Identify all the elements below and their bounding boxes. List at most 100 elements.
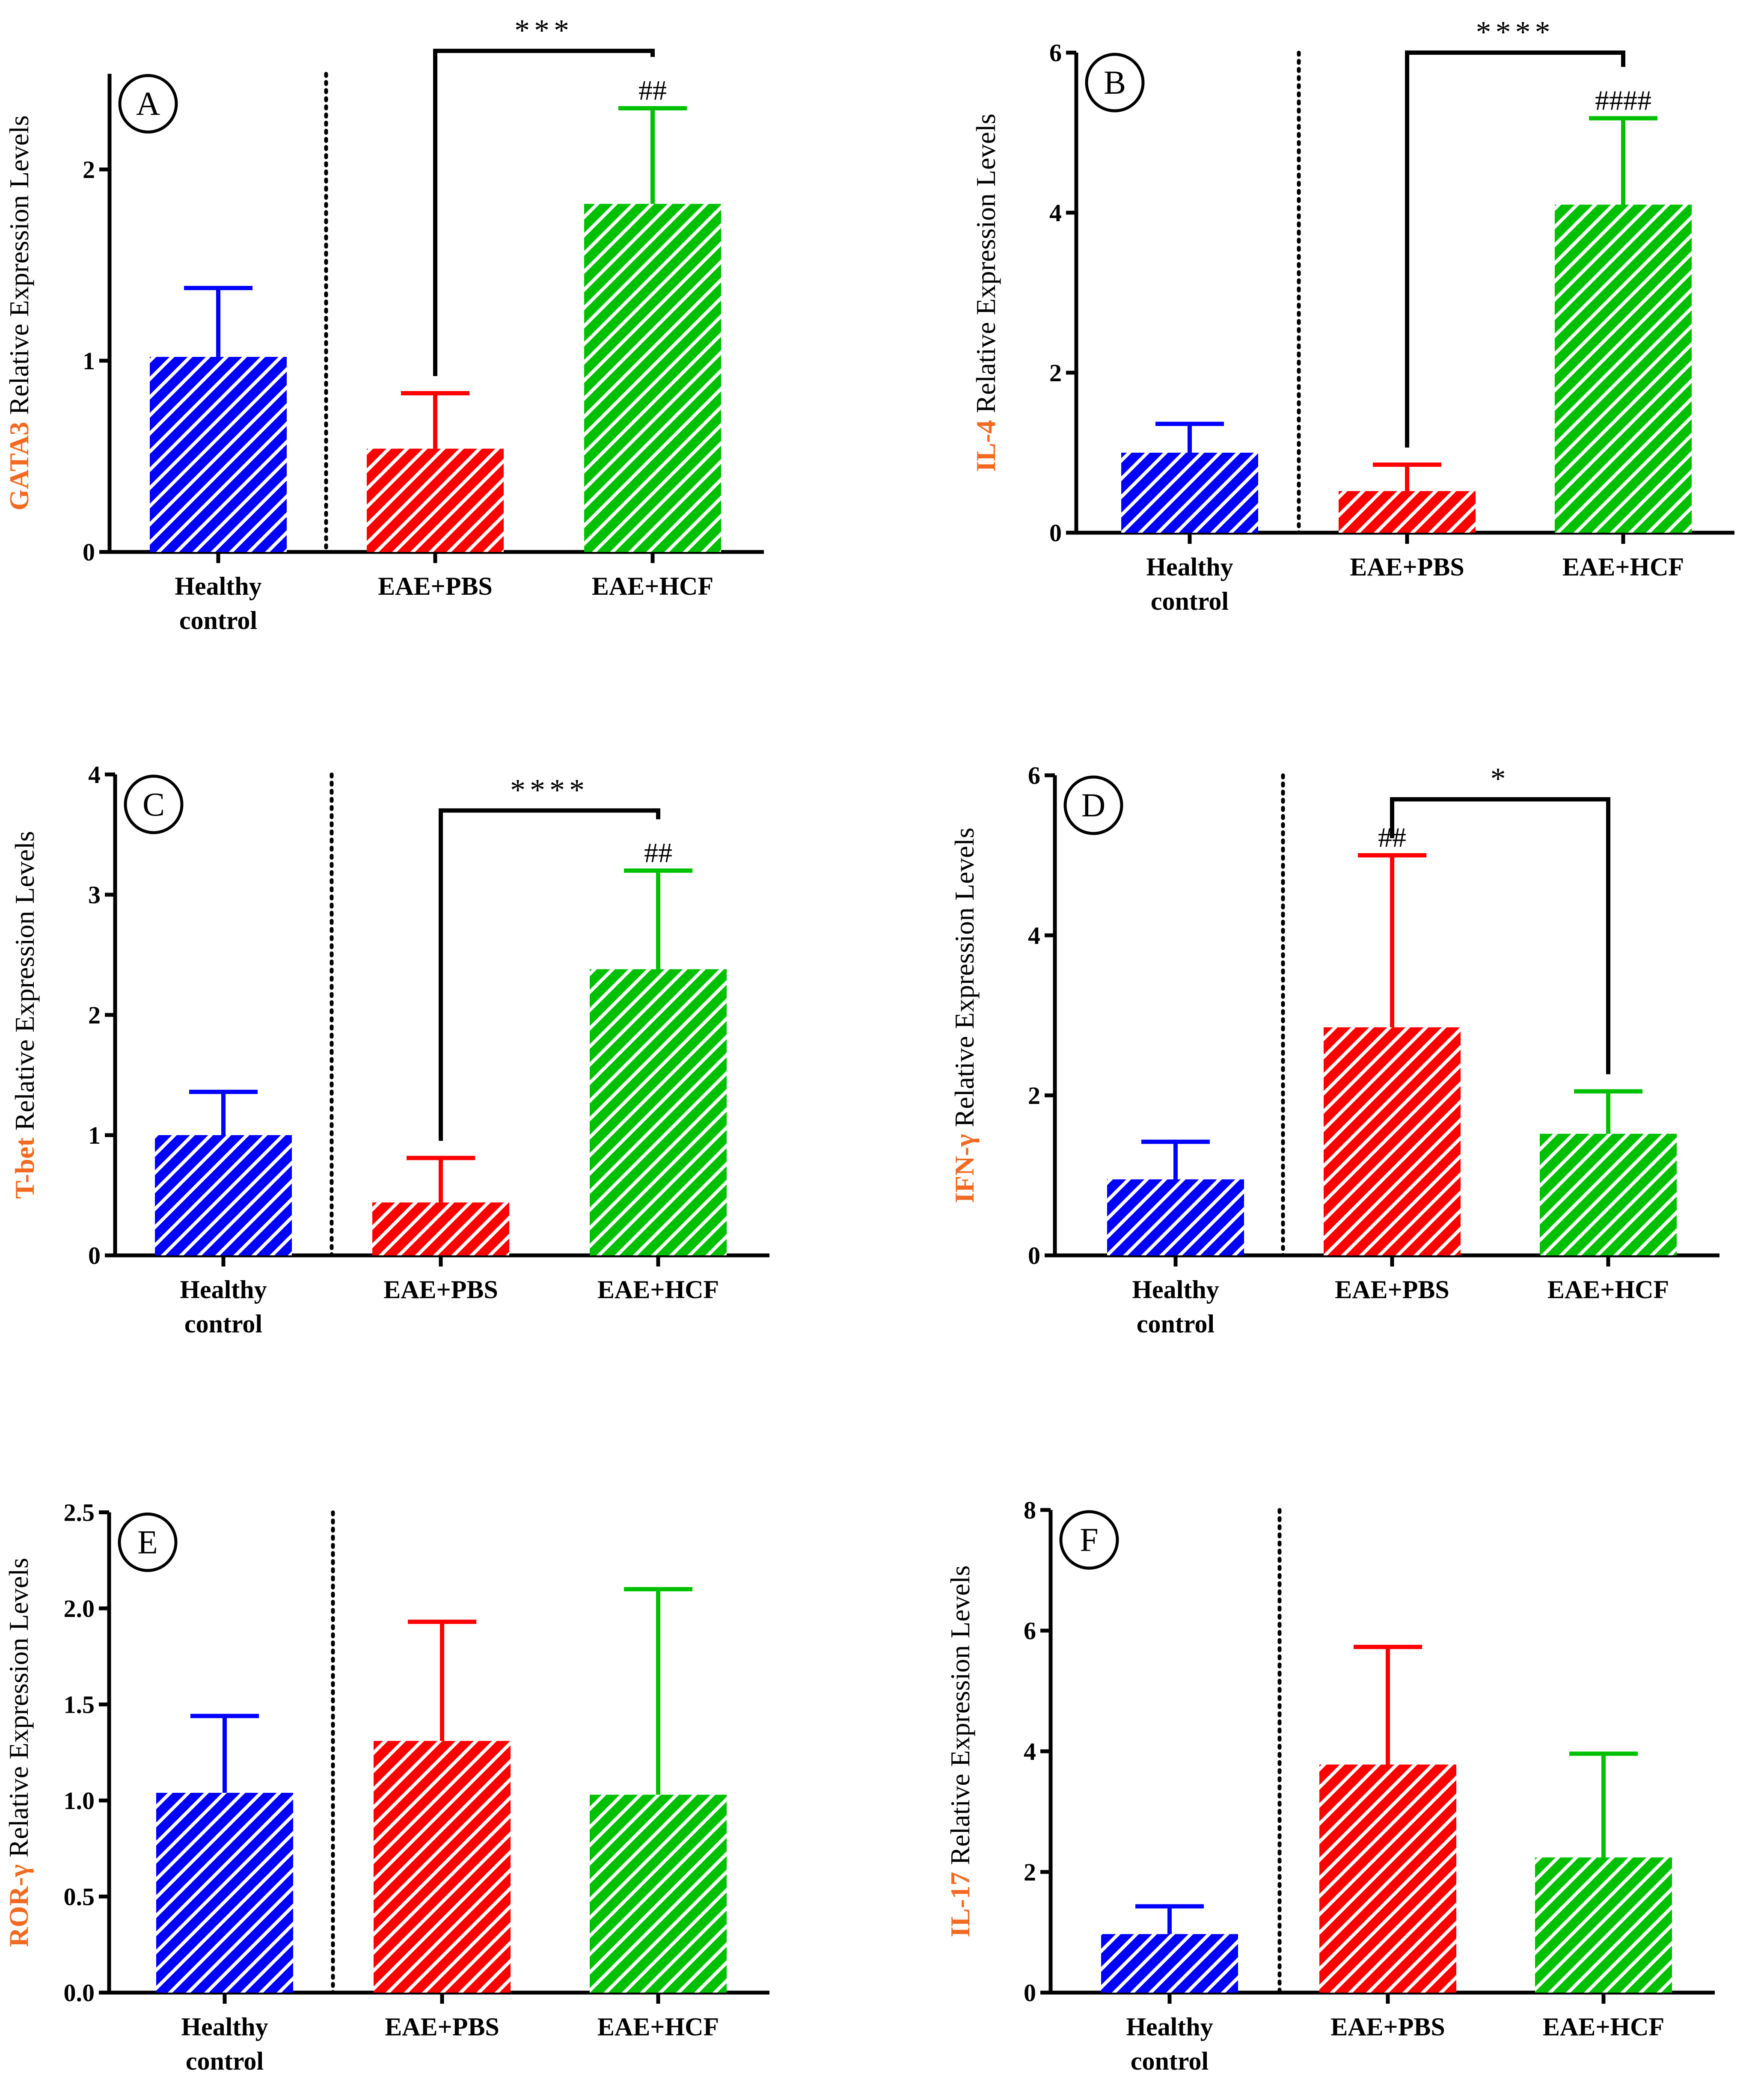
y-tick-label: 2.5 [64,1499,95,1527]
y-tick-label: 6 [1024,1617,1036,1645]
y-tick-label: 4 [88,761,101,789]
x-tick-label: EAE+PBS [383,1275,498,1304]
bar [367,448,504,552]
y-tick-label: 2 [88,1001,101,1029]
x-tick-label: control [186,2047,264,2075]
bar [1319,1765,1456,1993]
x-tick-label: EAE+HCF [592,572,713,600]
panel-letter: F [1080,1521,1098,1558]
y-tick-label: 1.5 [64,1691,95,1719]
hash-label: ## [1378,822,1406,853]
x-tick-label: control [179,606,257,635]
y-tick-label: 0 [1028,1242,1040,1269]
y-tick-label: 0 [83,538,95,566]
bar [150,357,287,552]
x-tick-label: EAE+HCF [1543,2013,1664,2041]
x-tick-label: control [1151,587,1229,615]
panel-letter: B [1104,64,1126,101]
y-tick-label: 6 [1049,39,1062,67]
y-axis-gene-name: GATA3 [4,422,34,510]
significance-label: *** [514,13,573,47]
panel-letter: C [143,786,165,823]
significance-bracket [439,808,660,1141]
y-tick-label: 2 [1049,359,1062,387]
x-tick-label: EAE+PBS [1330,2013,1445,2041]
y-tick-label: 4 [1049,199,1062,227]
y-tick-label: 2 [1024,1858,1036,1886]
panel-letter: A [136,85,160,122]
y-axis-label: IL-17 Relative Expression Levels [945,1565,975,1937]
bar [1101,1934,1238,1993]
x-tick-label: control [1137,1310,1215,1338]
bar [372,1202,509,1255]
y-axis-gene-name: IL-4 [971,420,1001,472]
panel-b: 0 2 4 6 Healthy control EAE+PBS EAE+HCF **** ####… [971,15,1734,615]
y-tick-label: 0 [1024,1979,1036,2007]
y-tick-label: 1 [88,1121,101,1149]
y-tick-label: 0 [1049,519,1062,547]
x-tick-label: Healthy [1126,2013,1213,2041]
panel-letter-circle [118,74,178,133]
x-tick-label: EAE+PBS [385,2013,499,2041]
y-axis-label: IFN-γ Relative Expression Levels [949,828,980,1203]
panel-letter: D [1081,786,1105,824]
y-tick-label: 6 [1028,762,1040,789]
x-tick-label: Healthy [175,572,261,600]
x-tick-label: EAE+HCF [597,1275,719,1304]
y-axis-label-suffix: Relative Expression Levels [945,1565,975,1872]
panel-letter: E [137,1524,158,1561]
significance-label: **** [1476,15,1555,49]
y-tick-label: 0 [88,1242,101,1269]
panel-a: 0 1 2 Healthy control EAE+PBS EAE+HCF *** ## A GAT… [4,13,764,635]
panel-letter-circle [124,774,184,834]
significance-label: **** [510,773,589,807]
panel-e: 0.0 0.5 1.0 1.5 2.0 2.5 Healthy control EAE+PBS E… [3,1499,769,2075]
y-tick-label: 2 [1028,1082,1040,1109]
y-axis-gene-name: T-bet [9,1137,40,1199]
x-tick-label: Healthy [181,2013,268,2041]
panel-c: 0 1 2 3 4 Healthy control EAE+PBS EAE+HCF **** ## C… [9,761,769,1338]
y-axis-label: IL-4 Relative Expression Levels [971,113,1001,472]
y-axis-label-suffix: Relative Expression Levels [971,113,1001,420]
y-tick-label: 0.0 [64,1979,95,2007]
bar [155,1135,292,1255]
y-tick-label: 3 [88,881,101,909]
y-axis-label-suffix: Relative Expression Levels [949,828,980,1134]
y-axis-label: GATA3 Relative Expression Levels [4,115,34,510]
y-axis-gene-name: IL-17 [945,1872,975,1937]
x-tick-label: EAE+HCF [1547,1275,1669,1304]
hash-label: #### [1595,85,1651,116]
y-axis-gene-name: IFN-γ [949,1134,980,1203]
panel-d: 0 2 4 6 Healthy control EAE+PBS EAE+HCF * ## D IFN-… [949,762,1719,1338]
panel-letter-circle [118,1513,178,1572]
x-tick-label: EAE+PBS [378,572,493,600]
bar [584,204,721,552]
y-axis-label-suffix: Relative Expression Levels [9,831,40,1137]
panel-letter-circle [1059,1510,1119,1570]
significance-label: * [1491,762,1510,796]
significance-bracket [433,48,655,376]
y-tick-label: 8 [1024,1496,1036,1524]
x-tick-label: EAE+HCF [597,2013,719,2041]
significance-bracket [1405,50,1625,448]
significance-bracket [1390,797,1610,1074]
x-tick-label: Healthy [1132,1275,1219,1304]
y-tick-label: 0.5 [64,1883,95,1911]
bar [590,1794,727,1993]
hash-label: ## [644,837,672,869]
y-axis-label-suffix: Relative Expression Levels [4,115,34,421]
y-tick-label: 4 [1024,1738,1036,1765]
x-tick-label: Healthy [1146,553,1233,581]
bar [156,1793,293,1993]
bar [1555,205,1692,533]
bar [590,969,727,1255]
y-tick-label: 1 [83,347,95,375]
bar [374,1741,511,1993]
y-axis-label: ROR-γ Relative Expression Levels [3,1558,34,1947]
bar [1540,1133,1677,1255]
x-tick-label: EAE+HCF [1562,553,1684,581]
bar [1535,1857,1672,1993]
x-tick-label: EAE+PBS [1335,1275,1449,1304]
bar [1121,453,1258,533]
